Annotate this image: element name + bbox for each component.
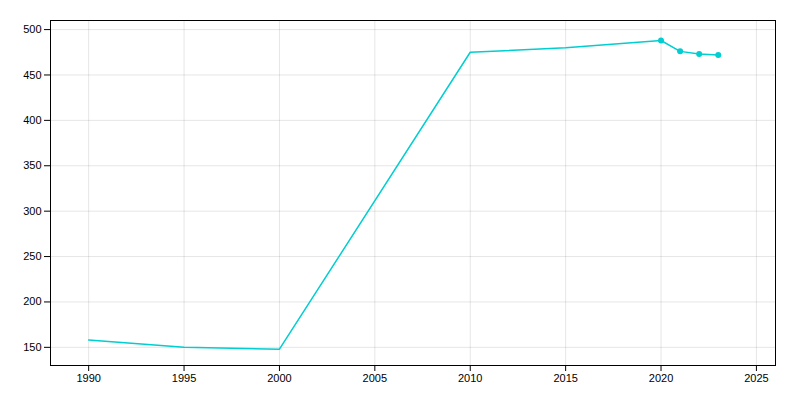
svg-text:400: 400 [23,114,41,126]
svg-text:2025: 2025 [744,372,768,384]
svg-text:350: 350 [23,159,41,171]
svg-text:2015: 2015 [553,372,577,384]
svg-text:300: 300 [23,205,41,217]
svg-text:2010: 2010 [458,372,482,384]
svg-text:2005: 2005 [363,372,387,384]
svg-text:2000: 2000 [267,372,291,384]
svg-text:500: 500 [23,23,41,35]
svg-text:1990: 1990 [76,372,100,384]
svg-text:450: 450 [23,68,41,80]
svg-text:2020: 2020 [649,372,673,384]
svg-text:1995: 1995 [172,372,196,384]
svg-text:150: 150 [23,341,41,353]
svg-text:200: 200 [23,295,41,307]
svg-text:250: 250 [23,250,41,262]
